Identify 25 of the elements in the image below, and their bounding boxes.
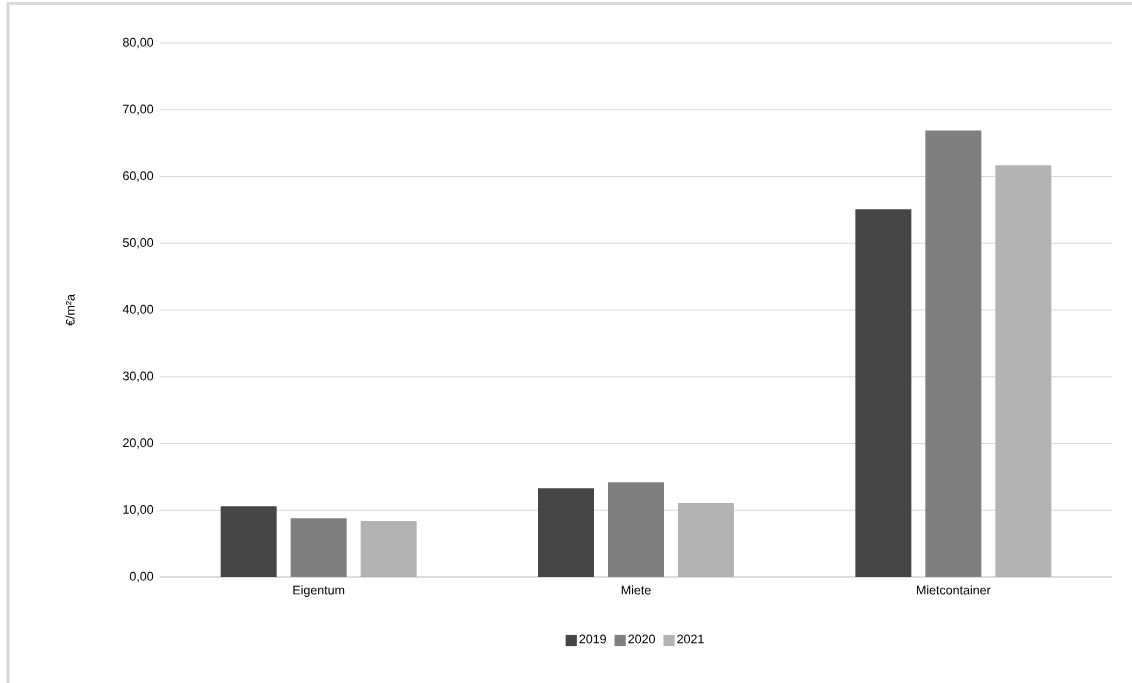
y-tick-label: 40,00 bbox=[122, 304, 154, 316]
y-tick-label: 60,00 bbox=[123, 171, 154, 182]
bar bbox=[608, 482, 665, 577]
y-axis-title: €/m²a bbox=[65, 294, 75, 326]
y-tick-label: 70,00 bbox=[123, 104, 154, 115]
bar bbox=[678, 502, 735, 577]
y-tick-label: 80,00 bbox=[123, 37, 154, 49]
y-tick-label: 20,00 bbox=[123, 438, 154, 449]
bar bbox=[995, 165, 1052, 577]
bar bbox=[220, 506, 277, 577]
y-tick-label: 10,00 bbox=[123, 505, 154, 516]
y-tick-label: 0,00 bbox=[129, 571, 154, 583]
y-tick-label: 50,00 bbox=[122, 238, 154, 249]
bar bbox=[538, 488, 594, 577]
legend-label: 2019 bbox=[579, 634, 606, 644]
x-tick-label: Miete bbox=[621, 585, 651, 595]
legend-label: 2021 bbox=[677, 634, 704, 644]
bar bbox=[360, 520, 417, 577]
x-tick-label: Eigentum bbox=[293, 585, 345, 597]
legend-label: 2020 bbox=[628, 634, 655, 644]
bar bbox=[290, 518, 347, 577]
x-tick-label: Mietcontainer bbox=[916, 585, 991, 595]
bar bbox=[855, 209, 912, 577]
y-tick-label: 30,00 bbox=[122, 371, 154, 382]
bar bbox=[925, 130, 982, 577]
